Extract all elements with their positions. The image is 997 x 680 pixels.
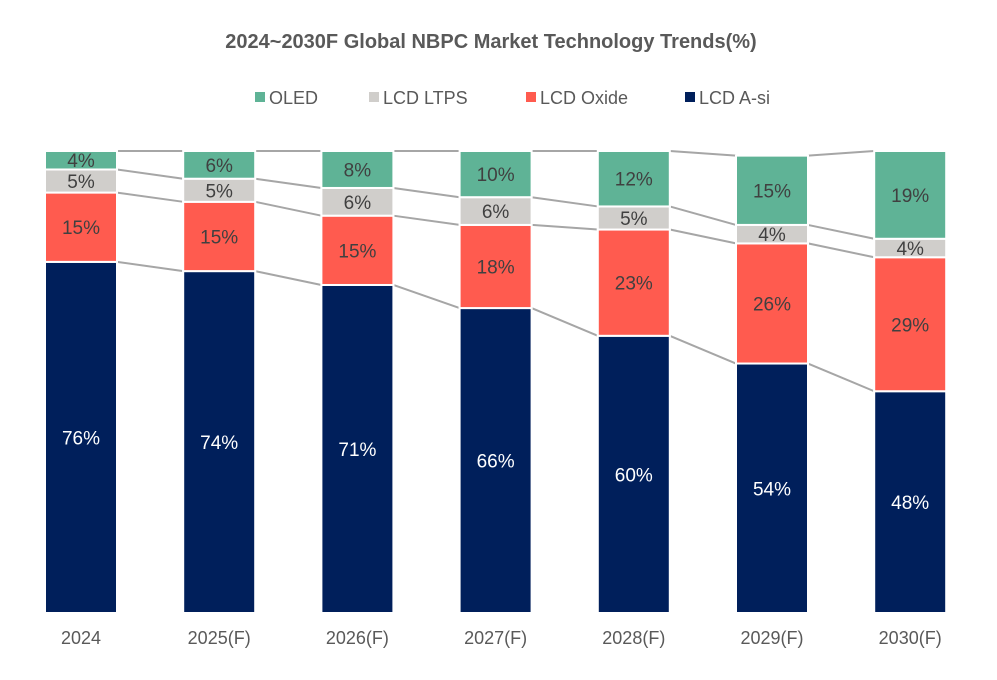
legend-swatch [685,92,695,102]
series-line-oled [807,150,875,157]
series-line-lcd-ltps [393,186,460,199]
bar-segment-lcd-a-si [873,390,948,614]
series-line-lcd-ltps [669,205,737,226]
data-label: 66% [477,452,515,473]
series-line-lcd-oxide [807,242,875,259]
series-line-lcd-ltps [807,223,875,240]
data-label: 29% [891,315,929,336]
legend-label: LCD A-si [699,88,770,108]
bar-segment-lcd-a-si [458,307,533,614]
data-label: 5% [205,181,233,202]
data-label: 76% [62,428,100,449]
data-label: 48% [891,493,929,514]
series-line-lcd-a-si [254,270,322,286]
legend-label: LCD Oxide [540,88,628,108]
data-label: 23% [615,274,653,295]
data-label: 54% [753,479,791,500]
series-line-lcd-oxide [531,223,598,231]
data-label: 15% [338,241,376,262]
data-label: 15% [62,218,100,239]
bar-segment-oled [735,154,809,226]
bar-segment-oled [182,150,257,180]
series-line-lcd-ltps [531,196,598,208]
data-label: 12% [615,170,653,191]
bar-segment-lcd-oxide [873,256,948,393]
series-line-lcd-oxide [669,228,737,245]
data-label: 8% [344,160,372,181]
data-label: 18% [477,258,515,279]
bar-segment-lcd-ltps [458,196,533,226]
data-label: 5% [620,209,648,230]
legend-swatch [526,92,536,102]
x-tick-label: 2025(F) [188,628,251,648]
data-label: 26% [753,294,791,315]
bar-segment-oled [873,150,948,240]
series-connector-lines [116,150,875,393]
series-line-oled [669,150,737,157]
data-label: 15% [753,181,791,202]
legend-label: LCD LTPS [383,88,468,108]
x-tick-label: 2030(F) [879,628,942,648]
bar-segment-lcd-oxide [458,223,533,310]
bar-segment-oled [458,150,533,199]
bar-segment-lcd-a-si [735,362,809,614]
data-label: 10% [477,165,515,186]
series-line-lcd-a-si [531,307,599,337]
data-label: 4% [67,151,95,172]
legend-swatch [369,92,379,102]
bar-segment-lcd-a-si [596,334,671,614]
x-axis: 2024 2025(F) 2026(F) 2027(F) 2028(F) 2029(F) 2… [61,628,942,648]
data-label: 6% [482,202,510,223]
bar-segment-lcd-a-si [182,270,257,614]
x-tick-label: 2024 [61,628,101,648]
bar-segment-lcd-a-si [320,283,395,614]
series-line-lcd-ltps [255,177,322,189]
data-label: 19% [891,186,929,207]
series-line-lcd-ltps [116,168,184,180]
legend: OLED LCD LTPS LCD Oxide LCD A-si [255,88,770,108]
x-tick-label: 2029(F) [740,628,803,648]
x-tick-label: 2028(F) [602,628,665,648]
bar-segment-oled [596,150,671,208]
data-label: 74% [200,433,238,454]
data-label: 4% [896,239,924,260]
x-tick-label: 2026(F) [326,628,389,648]
data-label: 15% [200,227,238,248]
series-line-lcd-a-si [393,284,460,310]
bar-segment-lcd-oxide [320,214,395,286]
data-label: 71% [338,440,376,461]
series-line-lcd-a-si [807,362,875,393]
data-label: 6% [344,193,372,214]
series-line-lcd-oxide [116,191,184,203]
data-label: 5% [67,172,95,193]
series-line-lcd-oxide [393,214,460,226]
data-label: 60% [615,465,653,486]
bar-segment-lcd-oxide [44,191,118,263]
series-line-lcd-a-si [116,260,184,273]
bar-segment-lcd-oxide [596,228,671,337]
data-label: 6% [205,156,233,177]
series-line-lcd-oxide [254,200,322,217]
bar-segment-lcd-ltps [320,186,395,217]
bars: 76%15%5%4%74%15%5%6%71%15%6%8%66%18%6%10… [44,150,948,614]
series-line-lcd-a-si [669,334,737,365]
data-label: 4% [758,225,786,246]
chart-title: 2024~2030F Global NBPC Market Technology… [225,31,756,53]
bar-segment-lcd-a-si [44,260,118,614]
legend-label: OLED [269,88,318,108]
legend-swatch [255,92,265,102]
bar-segment-oled [320,150,395,189]
bar-segment-oled [44,150,118,171]
x-tick-label: 2027(F) [464,628,527,648]
